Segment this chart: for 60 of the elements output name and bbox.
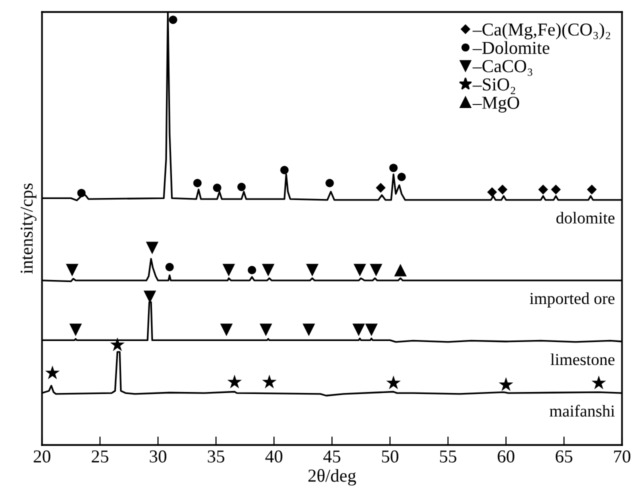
x-tick-label: 30 <box>150 450 166 463</box>
legend-label: –SiO₂ <box>472 78 516 94</box>
legend-label: –Dolomite <box>472 41 550 54</box>
point <box>212 184 222 192</box>
point <box>262 264 274 276</box>
point <box>248 266 256 274</box>
x-tick-label: 70 <box>614 450 630 463</box>
point <box>354 264 366 276</box>
x-tick-label: 65 <box>556 450 572 463</box>
point <box>220 324 233 336</box>
point <box>498 377 514 391</box>
x-tick-label: 40 <box>265 450 282 463</box>
x-tick-label: 25 <box>92 450 108 463</box>
point <box>487 187 497 198</box>
x-tick-label: 35 <box>208 450 224 463</box>
series-label: limestone <box>550 353 614 366</box>
point <box>237 182 246 192</box>
point <box>69 324 82 336</box>
point <box>168 16 178 24</box>
point <box>370 264 382 276</box>
point <box>77 188 86 198</box>
point <box>165 262 174 272</box>
point <box>386 375 401 390</box>
point <box>550 184 561 194</box>
x-tick-label: 60 <box>498 450 514 463</box>
point <box>66 264 78 276</box>
x-tick-label: 20 <box>34 450 50 463</box>
point <box>222 264 236 276</box>
point <box>110 337 125 352</box>
point <box>538 184 548 194</box>
point <box>389 164 398 172</box>
point <box>376 182 386 193</box>
legend-label: –Ca(Mg,Fe)(CO₃)₂ <box>472 22 610 40</box>
point <box>193 178 202 188</box>
point <box>326 178 334 188</box>
series-label: maifanshi <box>550 404 615 417</box>
x-axis-title: 2θ/deg <box>308 469 356 486</box>
x-tick-label: 50 <box>382 450 398 463</box>
point <box>498 184 508 194</box>
point <box>352 324 365 336</box>
point <box>45 365 60 380</box>
point <box>262 374 277 388</box>
point <box>306 264 319 276</box>
legend-label: –CaCO₃ <box>472 60 532 76</box>
point <box>146 242 158 254</box>
series-label: imported ore <box>530 292 614 308</box>
point <box>586 184 597 194</box>
point <box>280 166 289 174</box>
series-label: dolomite <box>556 212 614 224</box>
point <box>227 374 242 388</box>
x-tick-label: 45 <box>323 450 340 463</box>
point <box>365 324 378 336</box>
point <box>302 324 316 336</box>
point <box>394 264 407 276</box>
point <box>260 324 272 336</box>
legend-label: –MgO <box>472 96 520 113</box>
x-tick-label: 55 <box>440 450 456 463</box>
point <box>592 375 606 390</box>
point <box>397 172 406 182</box>
y-axis-title: intensity/cps <box>20 184 36 274</box>
